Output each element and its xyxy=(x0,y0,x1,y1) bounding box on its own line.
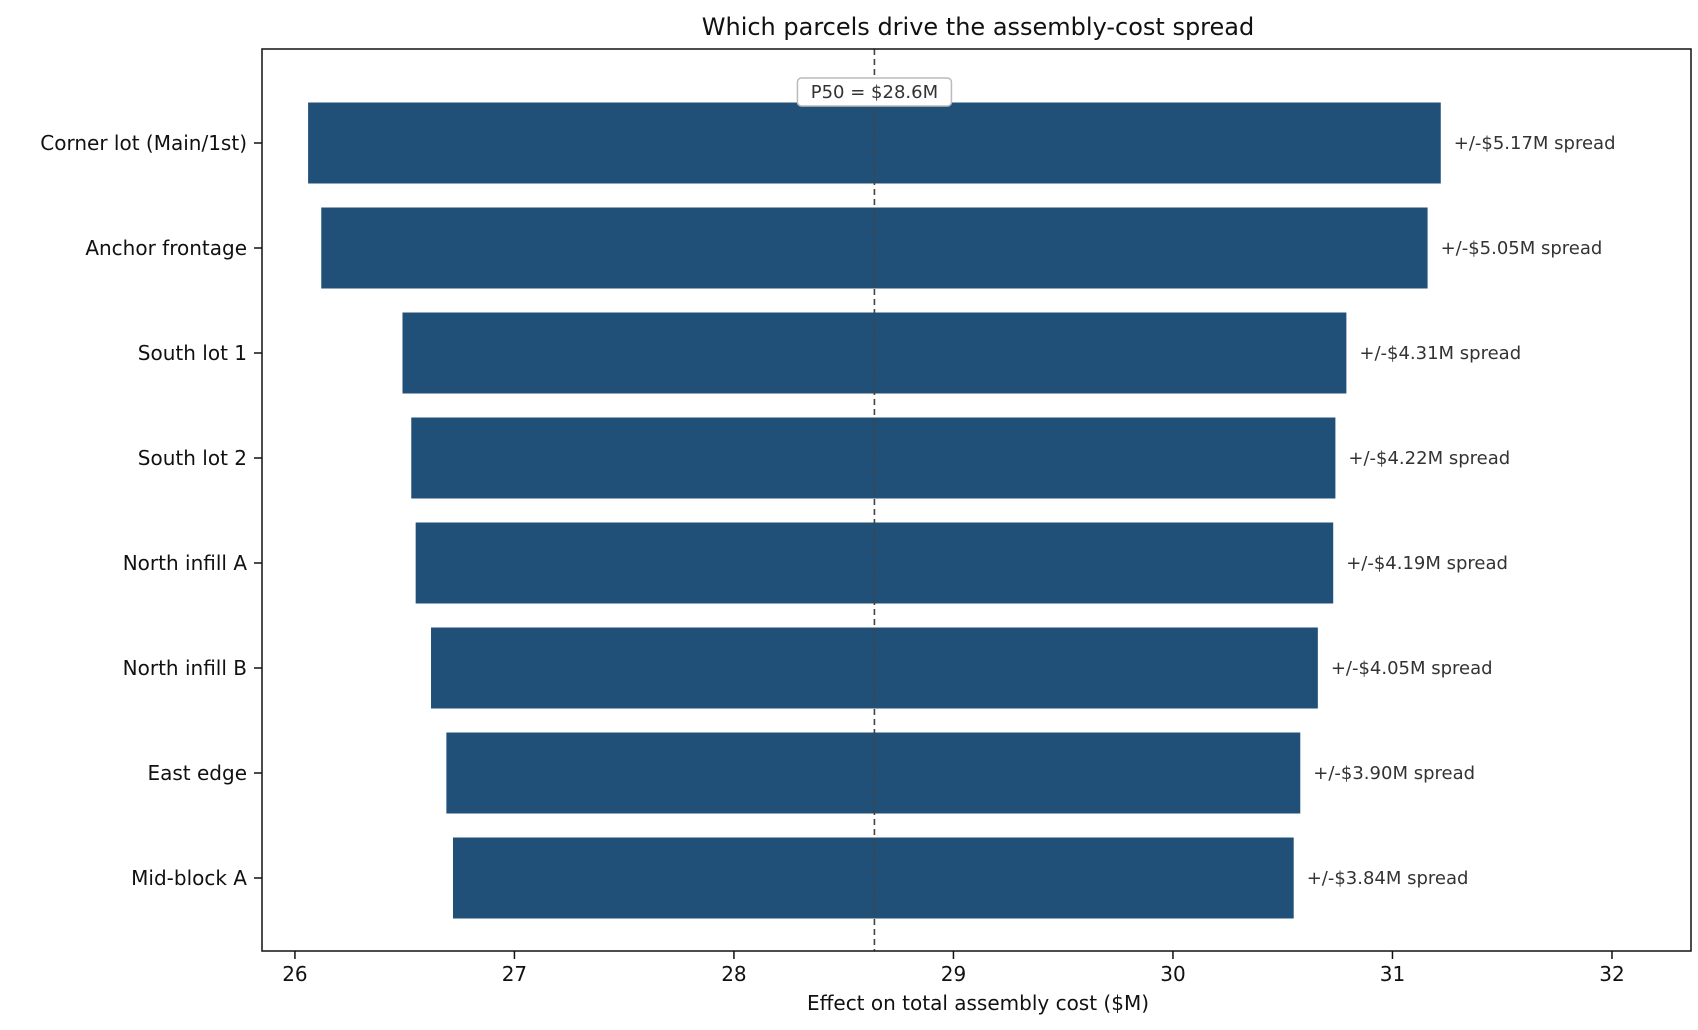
data-label-7: +/-$3.84M spread xyxy=(1307,868,1469,889)
bar-3 xyxy=(411,417,1336,499)
x-tick-label-0: 26 xyxy=(282,962,307,986)
x-tick-label-2: 28 xyxy=(721,962,746,986)
x-tick-label-3: 29 xyxy=(941,962,966,986)
x-axis: 26 27 28 29 30 31 32 xyxy=(282,951,1625,986)
y-tick-label-2: South lot 1 xyxy=(138,341,247,365)
x-tick-label-5: 31 xyxy=(1380,962,1405,986)
reference-line-layer: P50 = $28.6M xyxy=(796,49,953,951)
data-label-2: +/-$4.31M spread xyxy=(1359,343,1521,364)
bar-6 xyxy=(446,732,1301,814)
x-tick-label-4: 30 xyxy=(1160,962,1185,986)
data-label-1: +/-$5.05M spread xyxy=(1441,238,1603,259)
bar-7 xyxy=(452,837,1294,919)
x-tick-label-1: 27 xyxy=(502,962,527,986)
plot-frame xyxy=(261,48,1692,952)
y-tick-label-6: East edge xyxy=(147,761,247,785)
y-axis: Corner lot (Main/1st) Anchor frontage Sout… xyxy=(40,131,262,890)
chart-title: Which parcels drive the assembly-cost sp… xyxy=(702,13,1254,41)
y-tick-label-7: Mid-block A xyxy=(131,866,247,890)
y-tick-label-3: South lot 2 xyxy=(138,446,247,470)
y-tick-label-0: Corner lot (Main/1st) xyxy=(40,131,247,155)
p50-label: P50 = $28.6M xyxy=(811,82,938,103)
data-label-0: +/-$5.17M spread xyxy=(1454,133,1616,154)
y-tick-label-4: North infill A xyxy=(123,551,248,575)
x-axis-label: Effect on total assembly cost ($M) xyxy=(807,991,1149,1015)
data-label-5: +/-$4.05M spread xyxy=(1331,658,1493,679)
p50-label-box xyxy=(796,77,953,107)
data-labels-layer: +/-$5.17M spread +/-$5.05M spread +/-$4.31… xyxy=(1307,133,1616,889)
x-tick-label-6: 32 xyxy=(1599,962,1624,986)
data-label-4: +/-$4.19M spread xyxy=(1346,553,1508,574)
y-tick-label-1: Anchor frontage xyxy=(85,236,247,260)
data-label-3: +/-$4.22M spread xyxy=(1348,448,1510,469)
data-label-6: +/-$3.90M spread xyxy=(1313,763,1475,784)
y-tick-label-5: North infill B xyxy=(123,656,247,680)
